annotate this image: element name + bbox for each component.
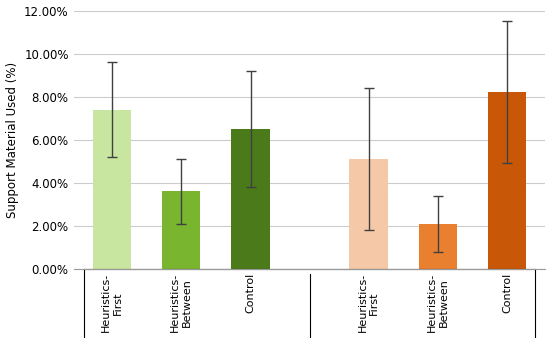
Bar [349, 159, 387, 269]
Bar [488, 92, 526, 269]
Bar [231, 129, 269, 269]
Bar [162, 192, 200, 269]
Y-axis label: Support Material Used (%): Support Material Used (%) [6, 62, 19, 218]
Bar [419, 224, 457, 269]
Bar [93, 110, 131, 269]
